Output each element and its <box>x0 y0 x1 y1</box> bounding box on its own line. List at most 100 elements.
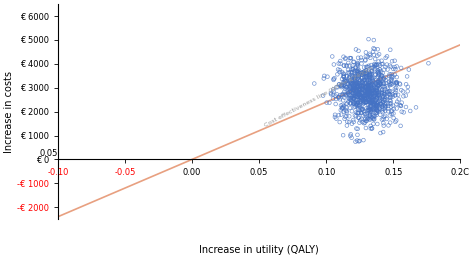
Point <box>357 97 365 101</box>
Point <box>353 90 361 95</box>
Point <box>380 107 387 111</box>
Point <box>398 100 405 105</box>
Point <box>356 84 364 88</box>
Point <box>391 59 399 63</box>
Point <box>382 109 389 113</box>
Point <box>348 96 356 100</box>
Point <box>356 118 364 122</box>
Point <box>345 92 352 96</box>
Point <box>378 77 385 81</box>
Point <box>376 81 384 86</box>
Y-axis label: Increase in costs: Increase in costs <box>4 71 14 153</box>
Point <box>324 75 331 79</box>
Point <box>356 106 364 110</box>
Point <box>360 72 367 76</box>
Point <box>361 121 369 125</box>
Point <box>371 63 379 67</box>
Point <box>366 86 374 90</box>
Point <box>376 104 383 108</box>
Point <box>346 93 353 97</box>
Point <box>365 37 372 41</box>
Point <box>368 75 375 79</box>
Point <box>400 110 408 114</box>
Point <box>371 102 379 106</box>
Point <box>392 86 400 90</box>
Point <box>364 65 371 69</box>
Point <box>352 82 359 86</box>
Point <box>356 91 363 95</box>
Point <box>353 101 360 105</box>
Point <box>369 83 376 87</box>
Point <box>369 50 377 54</box>
Point <box>362 117 369 121</box>
Point <box>387 99 394 103</box>
Point <box>343 120 351 124</box>
Point <box>377 131 384 135</box>
Point <box>372 104 380 108</box>
Point <box>350 89 357 93</box>
Point <box>412 105 420 109</box>
Point <box>372 88 380 93</box>
Point <box>369 97 377 101</box>
Point <box>365 75 373 79</box>
Point <box>335 61 343 66</box>
Point <box>374 108 381 112</box>
Point <box>386 121 394 125</box>
Point <box>373 103 380 107</box>
Point <box>357 111 365 115</box>
Point <box>372 81 379 85</box>
Point <box>336 82 343 86</box>
Point <box>360 101 368 105</box>
Point <box>363 75 370 79</box>
Point <box>345 91 352 95</box>
Point <box>354 86 361 90</box>
Point <box>349 66 357 70</box>
Point <box>342 79 350 83</box>
Point <box>357 99 365 103</box>
Point <box>359 85 367 89</box>
Point <box>361 78 368 82</box>
Point <box>354 93 361 97</box>
Point <box>358 76 366 80</box>
Point <box>347 81 355 85</box>
Point <box>349 87 356 91</box>
Point <box>371 108 378 112</box>
Point <box>377 69 384 74</box>
Point <box>362 71 370 75</box>
Point <box>381 106 389 110</box>
Point <box>365 101 373 105</box>
Point <box>390 67 397 71</box>
Point <box>363 83 371 87</box>
Point <box>353 95 361 99</box>
Point <box>367 89 375 93</box>
Point <box>333 85 340 89</box>
Point <box>362 89 369 93</box>
Point <box>363 71 371 75</box>
Point <box>380 121 387 125</box>
Point <box>350 93 357 97</box>
Point <box>339 105 346 109</box>
Point <box>361 69 368 73</box>
Point <box>365 88 373 93</box>
Point <box>374 80 382 84</box>
Point <box>341 79 348 83</box>
Point <box>343 109 350 113</box>
Point <box>392 88 400 92</box>
Point <box>386 72 393 76</box>
Point <box>347 86 355 90</box>
Point <box>354 103 361 107</box>
Point <box>365 86 372 90</box>
Point <box>356 89 363 93</box>
Point <box>351 100 358 104</box>
Point <box>338 70 346 74</box>
Point <box>352 74 360 78</box>
Point <box>374 122 381 126</box>
Point <box>348 95 356 99</box>
Point <box>354 74 361 78</box>
Point <box>366 77 374 81</box>
Point <box>371 102 378 106</box>
Point <box>365 98 373 102</box>
Point <box>346 134 354 138</box>
Point <box>369 78 376 82</box>
Point <box>367 103 374 107</box>
